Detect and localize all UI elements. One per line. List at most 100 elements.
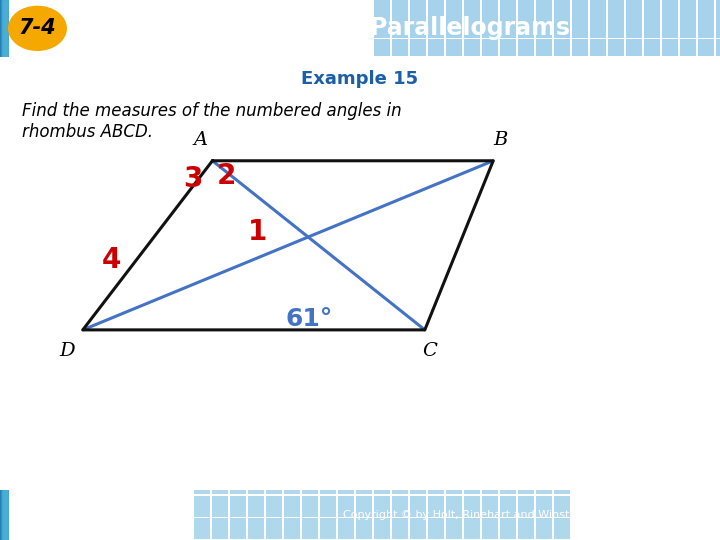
Bar (2, 0, 6, 57)
Bar (2, 0, 6, 57)
Bar (0, 0, 4, 57)
Bar (212, 518, 228, 539)
Bar (1, 490, 4, 540)
Bar (2, 490, 6, 540)
Bar (194, 473, 210, 494)
Bar (302, 473, 318, 494)
Bar (248, 473, 264, 494)
Bar (2, 0, 6, 57)
Bar (1, 490, 4, 540)
Bar (4, 490, 7, 540)
Bar (3, 0, 6, 57)
Bar (338, 473, 354, 494)
Bar (2, 0, 6, 57)
Bar (2, 490, 6, 540)
Bar (572, 38, 588, 56)
Bar (608, 0, 624, 4)
Bar (1, 490, 5, 540)
Bar (2, 490, 6, 540)
Bar (554, 38, 570, 56)
Bar (716, 4, 720, 21)
Bar (2, 490, 6, 540)
Bar (644, 0, 660, 4)
Bar (1, 0, 4, 57)
Bar (3, 490, 6, 540)
Bar (356, 496, 372, 516)
Bar (2, 490, 6, 540)
Bar (2, 490, 6, 540)
Bar (212, 473, 228, 494)
Bar (4, 490, 7, 540)
Bar (1, 0, 4, 57)
Bar (1, 0, 5, 57)
Bar (1, 490, 4, 540)
Bar (0, 490, 4, 540)
Bar (1, 0, 5, 57)
Bar (2, 0, 6, 57)
Bar (1, 490, 4, 540)
Bar (1, 490, 5, 540)
Bar (1, 0, 5, 57)
Bar (1, 490, 4, 540)
Bar (302, 496, 318, 516)
Bar (4, 0, 7, 57)
Bar (1, 490, 4, 540)
Bar (1, 490, 4, 540)
Bar (1, 0, 4, 57)
Bar (1, 490, 5, 540)
Bar (2, 0, 6, 57)
Bar (2, 490, 6, 540)
Bar (4, 490, 7, 540)
Bar (0, 490, 4, 540)
Bar (1, 490, 5, 540)
Bar (3, 0, 6, 57)
Bar (4, 490, 7, 540)
Bar (2, 0, 6, 57)
Bar (554, 518, 570, 539)
Bar (0, 490, 4, 540)
Bar (3, 0, 6, 57)
Bar (3, 0, 6, 57)
Bar (0, 490, 4, 540)
Bar (500, 473, 516, 494)
Bar (1, 490, 5, 540)
Bar (3, 0, 6, 57)
Bar (716, 22, 720, 38)
Bar (1, 0, 4, 57)
Bar (4, 0, 7, 57)
Bar (554, 0, 570, 4)
Bar (3, 0, 6, 57)
Bar (392, 0, 408, 4)
Bar (1, 0, 4, 57)
Bar (1, 490, 4, 540)
Bar (1, 490, 5, 540)
Bar (698, 0, 714, 4)
Bar (3, 0, 6, 57)
Bar (1, 490, 4, 540)
Bar (1, 0, 4, 57)
Bar (1, 0, 4, 57)
Bar (2, 0, 6, 57)
Bar (446, 22, 462, 38)
Text: D: D (59, 342, 75, 360)
Bar (1, 0, 5, 57)
Bar (3, 0, 6, 57)
Bar (284, 518, 300, 539)
Bar (0, 490, 4, 540)
Bar (2, 490, 6, 540)
Bar (1, 0, 4, 57)
Bar (4, 0, 7, 57)
Bar (4, 490, 7, 540)
Bar (1, 490, 5, 540)
Bar (1, 490, 5, 540)
Bar (248, 496, 264, 516)
Bar (2, 490, 6, 540)
Bar (0, 0, 4, 57)
Bar (0, 0, 4, 57)
Bar (3, 0, 6, 57)
Bar (3, 0, 6, 57)
Bar (4, 0, 7, 57)
Bar (4, 0, 7, 57)
Bar (1, 0, 4, 57)
Bar (446, 4, 462, 21)
